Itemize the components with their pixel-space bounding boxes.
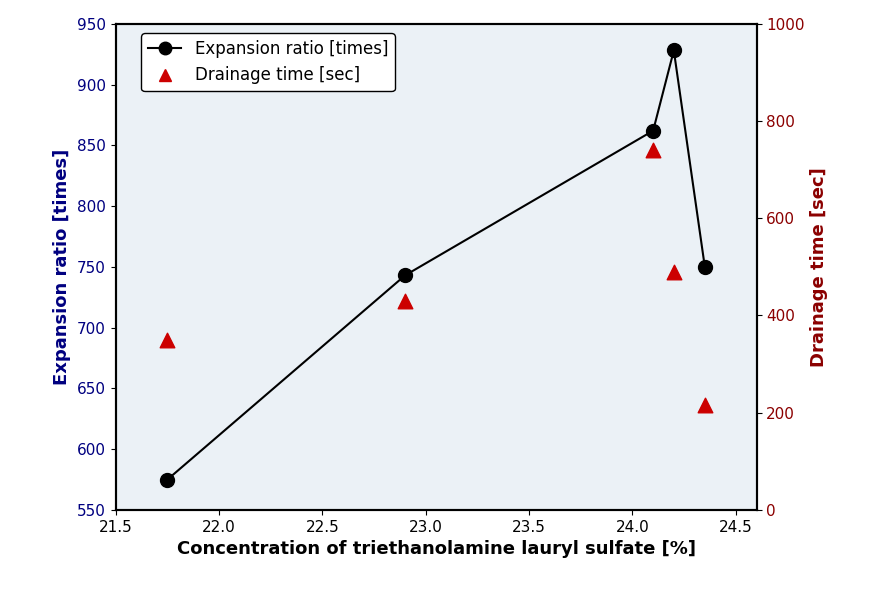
Y-axis label: Expansion ratio [times]: Expansion ratio [times] [53,149,71,385]
X-axis label: Concentration of triethanolamine lauryl sulfate [%]: Concentration of triethanolamine lauryl … [176,540,696,558]
Legend: Expansion ratio [times], Drainage time [sec]: Expansion ratio [times], Drainage time [… [142,33,395,91]
Y-axis label: Drainage time [sec]: Drainage time [sec] [810,167,829,366]
Point [698,401,712,410]
Point [398,296,412,305]
Point [160,335,174,345]
Bar [116,24,756,510]
Point [646,145,660,155]
Point [667,267,681,276]
